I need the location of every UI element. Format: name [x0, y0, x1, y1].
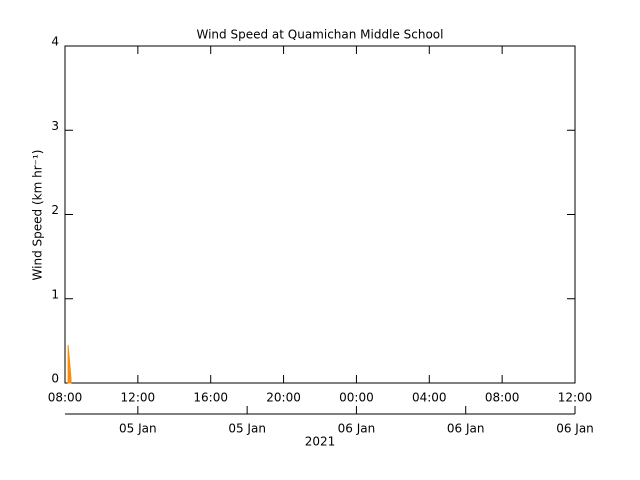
x-tick-label: 20:00 [266, 391, 301, 405]
y-axis-label: Wind Speed (km hr⁻¹) [31, 150, 45, 281]
date-tick-label: 06 Jan [338, 422, 376, 436]
y-tick-label: 1 [51, 287, 59, 301]
date-tick-label: 06 Jan [447, 422, 485, 436]
x-tick-label: 16:00 [193, 391, 228, 405]
y-tick-label: 2 [51, 203, 59, 217]
y-tick-label: 4 [51, 35, 59, 49]
date-tick-label: 05 Jan [228, 422, 266, 436]
x-tick-label: 00:00 [339, 391, 374, 405]
x-tick-label: 08:00 [485, 391, 520, 405]
x-tick-label: 12:00 [121, 391, 156, 405]
plot-frame [64, 45, 576, 384]
date-tick-label: 06 Jan [556, 422, 594, 436]
date-tick-label: 05 Jan [119, 422, 157, 436]
y-tick-label: 3 [51, 119, 59, 133]
chart-title: Wind Speed at Quamichan Middle School [197, 28, 444, 42]
x-tick-label: 12:00 [558, 391, 593, 405]
x-tick-label: 08:00 [48, 391, 83, 405]
x-tick-label: 04:00 [412, 391, 447, 405]
y-tick-label: 0 [51, 372, 59, 386]
area [67, 345, 72, 384]
x-axis-label: 2021 [305, 435, 336, 449]
